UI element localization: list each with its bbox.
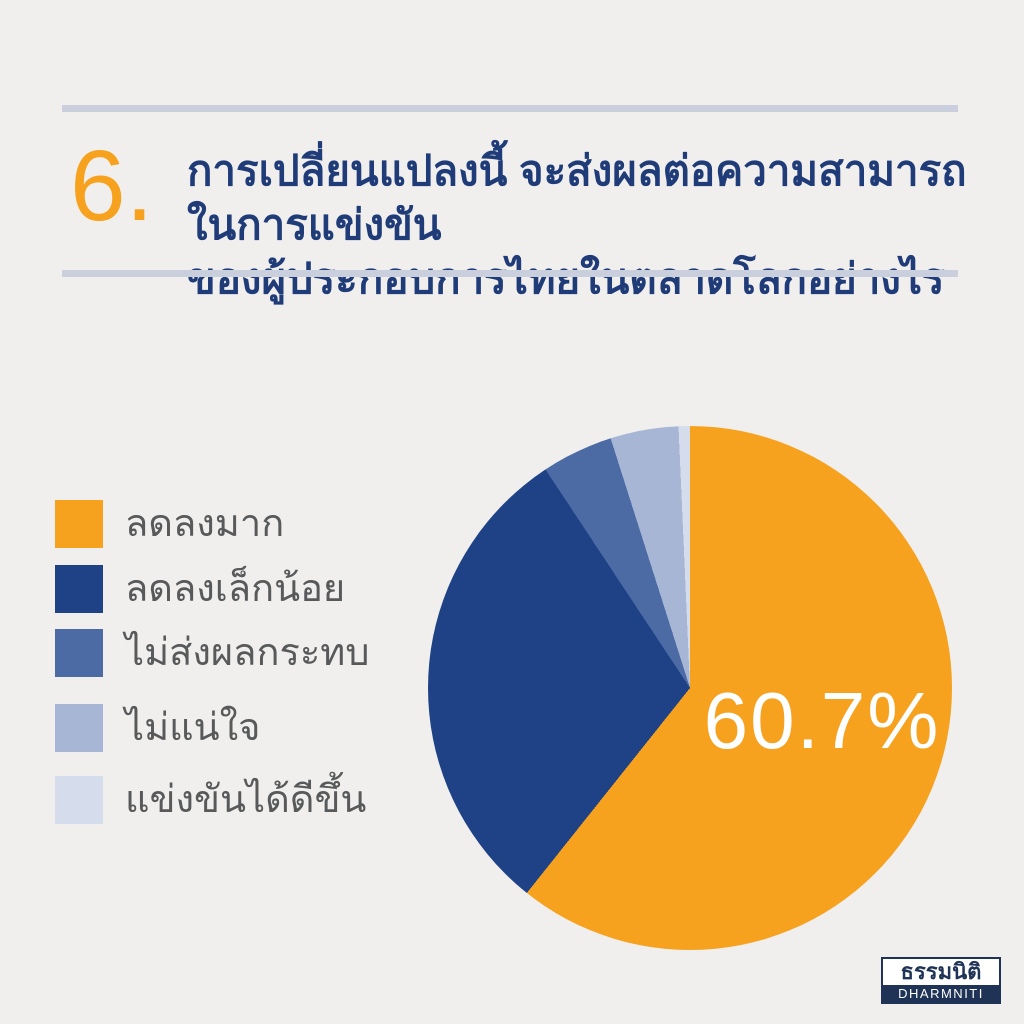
legend-swatch-orange [55, 500, 103, 548]
pie-legend: ลดลงมาก ลดลงเล็กน้อย ไม่ส่งผลกระทบ ไม่แน… [55, 500, 415, 842]
legend-label: แข่งขันได้ดีขึ้น [125, 779, 367, 821]
legend-label: ลดลงเล็กน้อย [125, 568, 346, 610]
logo-latin-text: DHARMNITI [883, 985, 999, 1002]
legend-swatch-light-blue [55, 704, 103, 752]
legend-item: ไม่ส่งผลกระทบ [55, 629, 415, 677]
legend-label: ไม่ส่งผลกระทบ [125, 632, 370, 674]
legend-item: ลดลงมาก [55, 500, 415, 548]
question-line-1: การเปลี่ยนแปลงนี้ จะส่งผลต่อความสามารถใน… [187, 147, 967, 248]
legend-swatch-medium-blue [55, 629, 103, 677]
pie-chart [428, 426, 952, 950]
question-line-2: ของผู้ประกอบการไทยในตลาดโลกอย่างไร [187, 254, 945, 302]
header-top-divider [62, 105, 958, 112]
legend-item: แข่งขันได้ดีขึ้น [55, 776, 415, 824]
dharmniti-logo: ธรรมนิติ DHARMNITI [881, 957, 1001, 1004]
question-text: การเปลี่ยนแปลงนี้ จะส่งผลต่อความสามารถใน… [187, 144, 977, 305]
logo-thai-text: ธรรมนิติ [900, 959, 982, 984]
question-number: 6. [70, 130, 154, 242]
legend-label: ลดลงมาก [125, 503, 285, 545]
header-bottom-divider [62, 270, 958, 277]
pie-data-label: 60.7% [703, 676, 941, 765]
legend-item: ลดลงเล็กน้อย [55, 565, 415, 613]
legend-item: ไม่แน่ใจ [55, 704, 415, 752]
legend-swatch-navy [55, 565, 103, 613]
legend-label: ไม่แน่ใจ [125, 707, 261, 749]
legend-swatch-pale-blue [55, 776, 103, 824]
